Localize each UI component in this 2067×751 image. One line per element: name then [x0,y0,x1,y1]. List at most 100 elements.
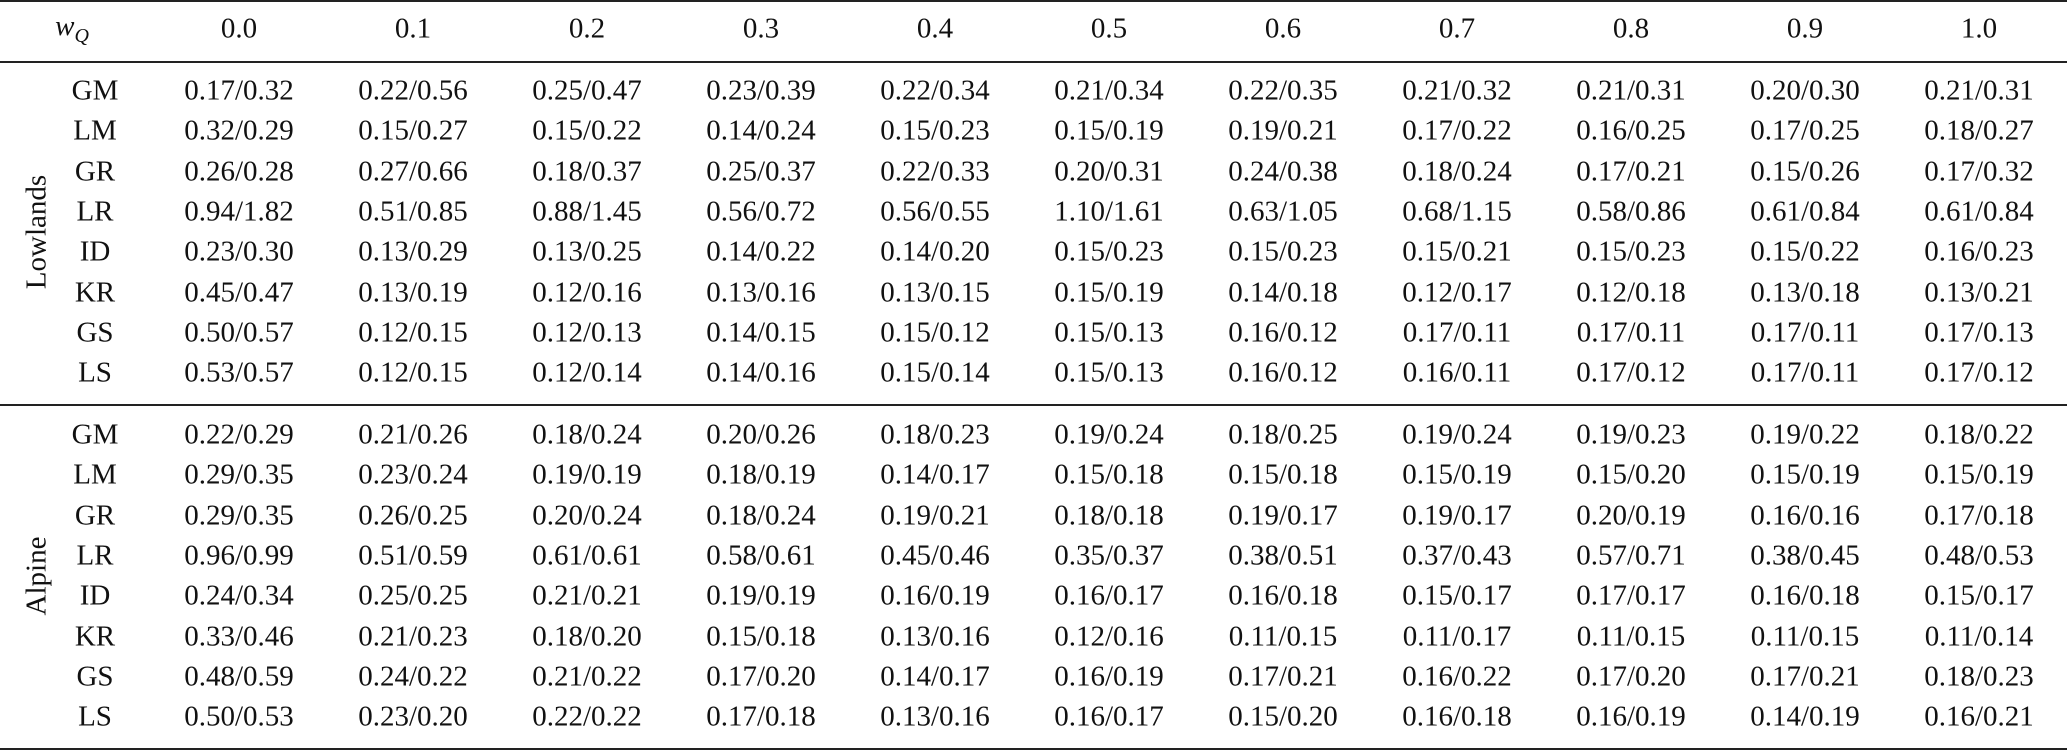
table-cell: 0.15/0.17 [1402,579,1512,612]
header-rule [0,61,2067,63]
table-cell: 0.15/0.19 [1924,458,2034,491]
table-cell: 0.32/0.29 [184,114,294,147]
column-header: 0.9 [1786,12,1824,45]
table-cell: 0.15/0.13 [1054,316,1164,349]
method-label: LM [73,458,117,491]
table-cell: 0.37/0.43 [1402,539,1512,572]
method-label: LR [76,539,114,572]
table-cell: 0.16/0.17 [1054,700,1164,733]
table-cell: 0.16/0.18 [1228,579,1338,612]
table-cell: 0.14/0.15 [706,316,816,349]
table-cell: 0.26/0.28 [184,155,294,188]
table-cell: 0.22/0.29 [184,418,294,451]
table-cell: 0.51/0.85 [358,195,468,228]
table-cell: 0.56/0.55 [880,195,990,228]
group-label: Lowlands [20,174,53,290]
method-label: GR [74,499,116,532]
column-header: 0.6 [1264,12,1302,45]
table-cell: 0.61/0.84 [1924,195,2034,228]
table-cell: 0.13/0.15 [880,276,990,308]
method-label: ID [79,579,111,612]
table-cell: 0.33/0.46 [184,620,294,652]
table-cell: 0.16/0.12 [1228,356,1338,389]
table-cell: 0.17/0.22 [1402,114,1512,147]
table-cell: 0.88/1.45 [532,195,642,228]
table-cell: 0.18/0.18 [1054,499,1164,532]
table-cell: 1.10/1.61 [1054,195,1164,228]
table-cell: 0.13/0.18 [1750,276,1860,308]
table-cell: 0.24/0.34 [184,579,294,612]
table-cell: 0.18/0.22 [1924,418,2034,451]
table-cell: 0.15/0.23 [1228,235,1338,268]
table-cell: 0.13/0.16 [880,700,990,733]
table-cell: 0.14/0.22 [706,235,816,268]
table-cell: 0.15/0.22 [1750,235,1860,268]
table-cell: 0.18/0.24 [706,499,816,532]
column-header: 0.0 [220,12,258,45]
table-cell: 0.51/0.59 [358,539,468,572]
table-cell: 0.61/0.61 [532,539,642,572]
table-cell: 0.16/0.12 [1228,316,1338,349]
table-cell: 0.15/0.23 [1576,235,1686,268]
method-label: LR [76,195,114,228]
table-cell: 0.57/0.71 [1576,539,1686,572]
table-cell: 0.11/0.15 [1228,620,1338,652]
table-cell: 0.21/0.22 [532,660,642,693]
table-cell: 0.26/0.25 [358,499,468,532]
table-cell: 0.15/0.21 [1402,235,1512,268]
table-cell: 0.15/0.26 [1750,155,1860,188]
method-label: GM [71,418,119,451]
table-cell: 0.19/0.19 [706,579,816,612]
table-cell: 0.21/0.31 [1924,74,2034,107]
table-cell: 0.35/0.37 [1054,539,1164,572]
table-cell: 0.18/0.24 [1402,155,1512,188]
table-cell: 0.15/0.13 [1054,356,1164,389]
table-cell: 0.23/0.39 [706,74,816,107]
method-label: LM [73,114,117,147]
method-label: KR [74,276,116,308]
group-label: Alpine [20,536,53,616]
table-cell: 0.29/0.35 [184,499,294,532]
table-cell: 0.12/0.15 [358,316,468,349]
table-cell: 0.15/0.17 [1924,579,2034,612]
table-cell: 0.17/0.21 [1228,660,1338,693]
table-cell: 0.15/0.18 [1054,458,1164,491]
top-rule [0,0,2067,2]
table-cell: 0.96/0.99 [184,539,294,572]
table-cell: 0.16/0.21 [1924,700,2034,733]
table-cell: 0.22/0.22 [532,700,642,733]
table-cell: 0.13/0.21 [1924,276,2034,308]
table-cell: 0.17/0.21 [1576,155,1686,188]
table-cell: 0.58/0.86 [1576,195,1686,228]
table-cell: 0.48/0.59 [184,660,294,693]
table-cell: 0.17/0.11 [1750,356,1860,389]
table-cell: 0.94/1.82 [184,195,294,228]
table-cell: 0.63/1.05 [1228,195,1338,228]
table-cell: 0.15/0.20 [1228,700,1338,733]
table-cell: 0.16/0.23 [1924,235,2034,268]
table-cell: 0.29/0.35 [184,458,294,491]
table-cell: 0.23/0.20 [358,700,468,733]
table-cell: 0.13/0.29 [358,235,468,268]
table-cell: 0.15/0.23 [880,114,990,147]
table-cell: 0.25/0.25 [358,579,468,612]
table-cell: 0.17/0.21 [1750,660,1860,693]
table-cell: 0.11/0.14 [1924,620,2034,652]
table-cell: 0.16/0.16 [1750,499,1860,532]
column-header: 0.7 [1438,12,1476,45]
table-cell: 0.15/0.19 [1054,276,1164,308]
table-cell: 0.19/0.17 [1228,499,1338,532]
table-cell: 0.13/0.25 [532,235,642,268]
table-cell: 0.17/0.20 [706,660,816,693]
table-cell: 0.19/0.21 [1228,114,1338,147]
table-cell: 0.18/0.24 [532,418,642,451]
table-cell: 0.19/0.23 [1576,418,1686,451]
table-cell: 0.22/0.34 [880,74,990,107]
table-cell: 0.11/0.15 [1750,620,1860,652]
column-header: 0.8 [1612,12,1650,45]
table-cell: 0.25/0.47 [532,74,642,107]
table-cell: 0.24/0.22 [358,660,468,693]
table-cell: 0.27/0.66 [358,155,468,188]
table-cell: 0.17/0.11 [1750,316,1860,349]
